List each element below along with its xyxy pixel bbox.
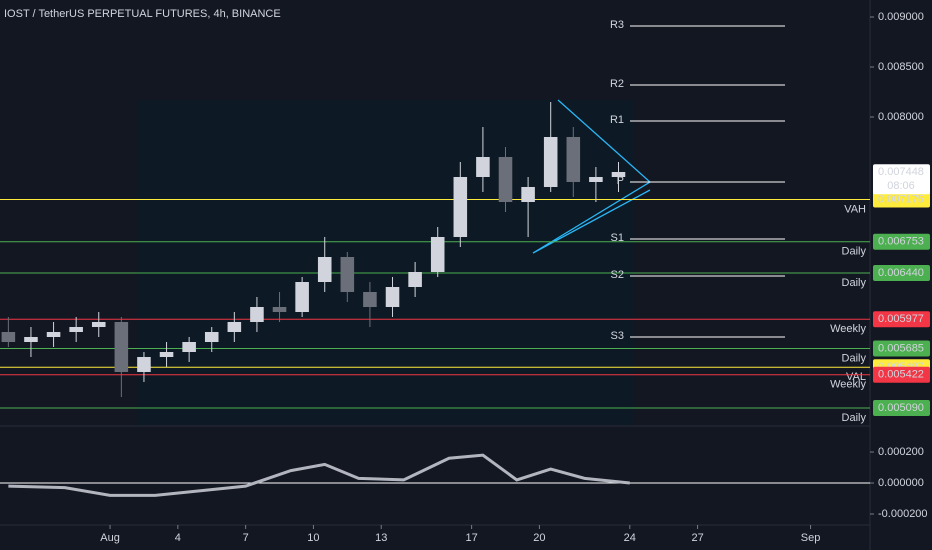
candle-body [430,237,445,272]
x-tick-label: 4 [175,532,181,544]
candle-body [69,327,83,332]
pivot-label: R2 [610,78,624,90]
candle-body [521,187,535,202]
price-tag-label: 0.007175 [878,193,924,205]
price-tag [873,340,930,357]
y-tick-label: 0.008500 [878,61,924,73]
candle-body [295,282,309,312]
price-tag [873,311,930,328]
price-tag [873,191,930,208]
level-label: VAH [844,203,866,215]
last-price-label: 0.007448 [878,166,924,178]
pivot-label: S3 [611,330,624,342]
candle-body [498,157,513,202]
candle-body [340,257,355,292]
x-tick-label: 13 [375,532,387,544]
pivot-label: S1 [611,232,624,244]
macd-y-tick-label: 0.000000 [878,477,924,489]
price-tag-label: 0.006440 [878,267,924,279]
x-tick-label: 27 [691,532,703,544]
candle-body [272,307,287,312]
price-tag [873,233,930,250]
price-tag-label: 0.005090 [878,402,924,414]
pivot-label: R3 [610,19,624,31]
candle-body [227,322,242,332]
last-price-tag [873,164,930,195]
x-tick-label: Aug [100,532,120,544]
x-tick-label: 17 [465,532,477,544]
candle-body [476,157,490,177]
level-label: Weekly [830,323,866,335]
price-tag [873,265,930,281]
candle-body [250,307,264,322]
chart-title: IOST / TetherUS PERPETUAL FUTURES, 4h, B… [4,8,281,20]
candle-body [543,137,558,187]
candle-body [24,337,38,342]
candle-body [114,322,129,372]
macd-y-tick-label: 0.000200 [878,446,924,458]
candle-body [1,332,16,342]
candle-body [385,287,400,307]
countdown: 08:06 [887,180,915,192]
candle-body [363,292,377,307]
level-label: Daily [842,412,867,424]
candle-body [453,177,468,237]
pivot-label: R1 [610,114,624,126]
x-tick-label: 7 [243,532,249,544]
candle-body [91,322,106,327]
candle-body [317,257,332,282]
candle-body [566,137,581,182]
triangle-drawing [532,99,652,254]
candle-body [182,342,196,352]
macd-line [8,453,630,497]
candle-body [46,332,61,337]
y-tick-label: 0.008000 [878,111,924,123]
pivot-label: S2 [611,269,624,281]
macd-y-tick-label: -0.000200 [878,508,928,520]
pivot-label: P [617,175,624,187]
level-label: Daily [842,246,867,258]
candle-body [137,357,151,372]
y-tick-label: 0.009000 [878,11,924,23]
level-label: VAL [846,371,866,383]
x-tick-label: Sep [801,532,821,544]
profile-area [138,100,633,425]
x-tick-label: 20 [533,532,545,544]
candle-body [204,332,219,342]
x-tick-label: 10 [307,532,319,544]
candle-body [159,352,174,357]
level-label: Daily [842,277,867,289]
level-label: Daily [842,352,867,364]
x-tick-label: 24 [624,532,636,544]
candle-body [408,272,422,287]
level-label: Weekly [830,379,866,391]
candle-body [589,177,603,182]
price-tag [873,400,930,416]
price-tag-label: 0.005422 [878,369,924,381]
candle-body [611,172,626,177]
price-tag-label: 0.005977 [878,313,924,325]
price-tag [873,366,930,383]
price-tag-label: 0.005685 [878,342,924,354]
price-tag-label: 0.006753 [878,236,924,248]
